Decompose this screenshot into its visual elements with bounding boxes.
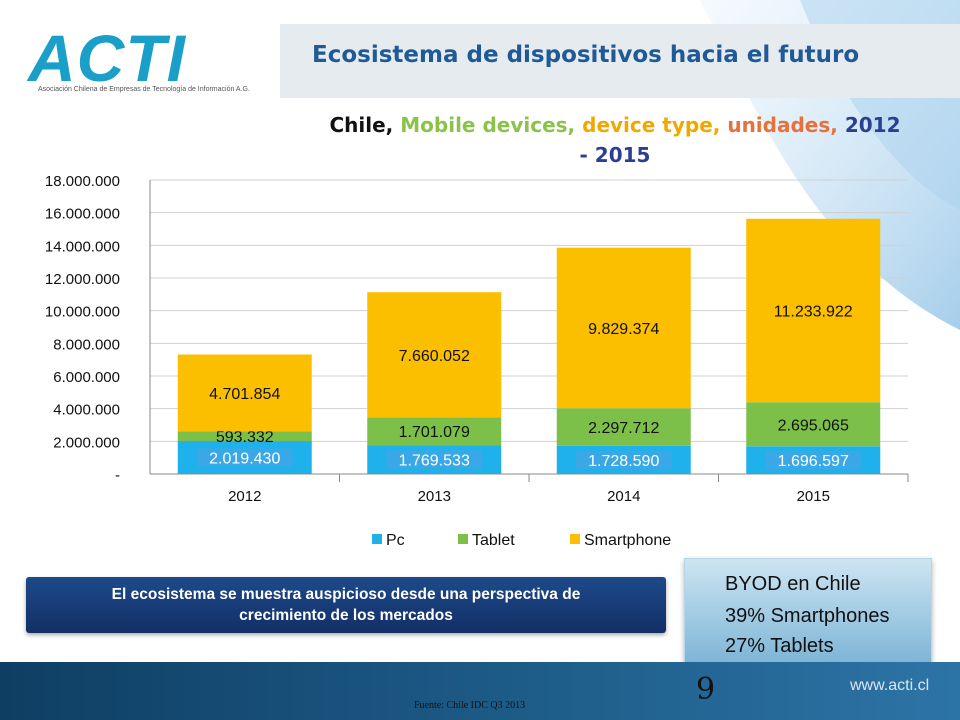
x-tick-label: 2013: [418, 488, 451, 505]
callout-line: El ecosistema se muestra auspicioso desd…: [111, 586, 581, 603]
bar-segment: [177, 431, 312, 442]
chart-title-part: 2012: [844, 113, 901, 137]
data-label: 1.696.597: [778, 453, 849, 470]
chart-title-part: Chile,: [329, 113, 394, 137]
callout-line: crecimiento de los mercados: [239, 607, 453, 624]
legend-label: Tablet: [472, 532, 515, 549]
y-tick-label: 4.000.000: [53, 402, 120, 419]
slide-title: Ecosistema de dispositivos hacia el futu…: [312, 42, 860, 68]
logo-wordmark: ACTI: [28, 21, 186, 95]
chart-title-part: - 2015: [579, 143, 651, 167]
legend-label: Pc: [386, 532, 405, 549]
chart-title-part: device type,: [582, 113, 721, 137]
legend-swatch: [372, 534, 382, 544]
stacked-bar-chart: - 2.000.000 4.000.000 6.000.000 8.000.000 10.…: [45, 173, 909, 549]
chart-title-part: unidades,: [727, 113, 838, 137]
x-tick-label: 2015: [797, 488, 830, 505]
data-label-bg: [765, 451, 862, 470]
legend-label: Smartphone: [584, 532, 671, 549]
title-band: [280, 24, 960, 98]
x-tick-label: 2012: [228, 488, 261, 505]
legend-swatch: [570, 534, 580, 544]
logo-subtitle: Asociación Chilena de Empresas de Tecnol…: [38, 86, 250, 93]
bar-segment: [746, 402, 881, 447]
data-label: 1.728.590: [588, 453, 659, 470]
callout-banner: El ecosistema se muestra auspicioso desd…: [26, 577, 666, 633]
bar-segment: [556, 408, 691, 446]
data-label-bg: [575, 450, 672, 469]
bar-segment: [556, 247, 691, 409]
byod-title: BYOD en Chile: [725, 573, 861, 595]
data-label-bg: [196, 448, 293, 467]
bar-segment: [367, 417, 502, 446]
bar-segment: [367, 292, 502, 418]
x-tick-label: 2014: [607, 488, 640, 505]
data-label: 1.769.533: [399, 453, 470, 470]
data-label: 2.019.430: [209, 451, 280, 468]
data-label: 1.701.079: [399, 424, 470, 441]
bar-segment: [177, 354, 312, 432]
y-tick-label: -: [115, 467, 120, 484]
y-tick-label: 14.000.000: [45, 238, 120, 255]
y-tick-label: 10.000.000: [45, 304, 120, 321]
data-label: 2.297.712: [588, 420, 659, 437]
legend-swatch: [458, 534, 468, 544]
y-tick-label: 6.000.000: [53, 369, 120, 386]
acti-logo: ACTI Asociación Chilena de Empresas de T…: [28, 21, 258, 98]
page-number: 9: [696, 672, 716, 707]
bar-segment: [746, 218, 881, 403]
y-tick-label: 18.000.000: [45, 173, 120, 190]
data-label: 9.829.374: [588, 321, 659, 338]
website-url: www.acti.cl: [850, 677, 930, 694]
byod-smartphones: 39% Smartphones: [725, 605, 890, 627]
data-label-bg: [386, 450, 483, 469]
y-tick-label: 8.000.000: [53, 336, 120, 353]
data-label: 2.695.065: [778, 417, 849, 434]
chart-title: Chile, Mobile devices, device type, unid…: [300, 110, 930, 170]
y-tick-label: 16.000.000: [45, 206, 120, 223]
y-tick-label: 12.000.000: [45, 271, 120, 288]
chart-title-part: Mobile devices,: [400, 113, 576, 137]
source-note: Fuente: Chile IDC Q3 2013: [414, 700, 526, 711]
byod-tablets: 27% Tablets: [725, 635, 834, 657]
y-tick-label: 2.000.000: [53, 434, 120, 451]
data-label: 11.233.922: [774, 304, 853, 321]
data-label: 4.701.854: [209, 386, 280, 403]
data-label: 7.660.052: [399, 348, 470, 365]
byod-box: BYOD en Chile 39% Smartphones 27% Tablet…: [684, 558, 932, 666]
footer-bar: [0, 662, 960, 720]
data-label: 593.332: [216, 429, 274, 446]
